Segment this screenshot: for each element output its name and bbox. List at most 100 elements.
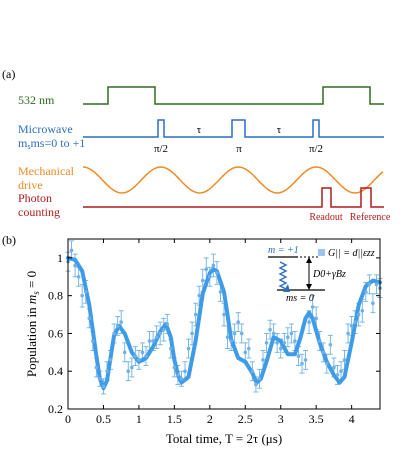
data-point: [179, 376, 184, 381]
data-point: [307, 320, 311, 324]
data-point: [126, 369, 131, 374]
data-point: [151, 339, 155, 343]
data-point: [158, 331, 162, 336]
data-point: [169, 346, 173, 351]
data-point: [154, 335, 159, 340]
data-point: [325, 361, 329, 366]
data-point: [374, 282, 379, 287]
data-point: [133, 354, 138, 358]
data-point: [215, 271, 219, 275]
x-tick-label: 1: [136, 412, 142, 426]
data-point: [257, 376, 262, 381]
data-point: [236, 320, 240, 324]
data-point: [176, 373, 180, 377]
splitting-arrow-head-up: [306, 257, 312, 263]
data-point: [310, 305, 315, 309]
data-point: [360, 308, 365, 313]
data-point: [115, 324, 120, 328]
data-point: [211, 263, 216, 268]
pulse-label-tau-2: τ: [277, 124, 282, 136]
data-point: [101, 384, 106, 389]
data-point: [286, 335, 290, 340]
data-point: [353, 320, 357, 324]
data-point: [225, 335, 230, 340]
plot-frame: [67, 238, 381, 410]
channel-microwave-sublabel: msms=0 to +1: [18, 136, 85, 151]
y-axis-label: Population in ms = 0: [24, 271, 41, 377]
population-plot: 0 0.5 1 1.5 2 2.5 3 3.5 4 0.2 0.4 0.6 0.8 1: [48, 238, 383, 426]
data-point: [172, 365, 177, 370]
data-point: [98, 376, 102, 381]
channel-mechanical-sublabel: drive: [18, 178, 43, 192]
data-point: [356, 312, 361, 317]
data-point: [229, 339, 233, 343]
ms-transition: ms=0 to +1: [30, 136, 85, 150]
reference-label: Reference: [350, 212, 391, 223]
data-point: [275, 341, 279, 345]
energy-level-inset: m = +1 ms = 0 D0+γBz G|| = d||εzz: [268, 245, 375, 304]
data-point: [314, 316, 318, 321]
data-point: [94, 365, 99, 370]
data-point: [367, 282, 372, 287]
y-tick-label: 0.4: [48, 364, 63, 378]
data-point: [197, 293, 201, 298]
data-point: [332, 365, 336, 370]
data-point: [165, 322, 170, 326]
y-axis-m: m: [24, 295, 39, 304]
data-point: [193, 312, 198, 317]
data-point: [87, 316, 92, 321]
data-point: [300, 361, 304, 366]
microwave-squiggle: [278, 261, 288, 290]
data-point: [144, 354, 148, 358]
data-point: [232, 331, 237, 336]
trace-mechanical-drive: [82, 166, 384, 194]
data-point: [69, 248, 74, 253]
data-point: [122, 350, 127, 355]
y-tick-label: 0.8: [48, 289, 63, 303]
data-point: [105, 369, 109, 374]
data-point: [208, 274, 212, 279]
data-point: [317, 339, 322, 343]
data-point: [282, 341, 287, 345]
data-point: [293, 339, 297, 343]
x-tick-label: 2.5: [238, 412, 253, 426]
ms-subscript: s: [27, 142, 30, 151]
data-point: [218, 290, 223, 294]
data-point: [73, 263, 77, 268]
data-points: [66, 248, 382, 389]
trace-microwave: [83, 119, 384, 138]
fit-curve: [66, 255, 382, 391]
data-point: [119, 320, 123, 324]
data-point: [147, 339, 152, 343]
data-point: [289, 331, 294, 336]
data-point: [254, 382, 258, 387]
data-point: [342, 358, 347, 362]
data-point: [346, 331, 350, 336]
lower-state-label: ms = 0: [286, 293, 314, 304]
x-tick-label: 3.5: [309, 412, 324, 426]
data-point: [108, 358, 113, 362]
channel-photon-label: Photon: [18, 191, 52, 205]
coupling-marker: [318, 249, 325, 256]
data-point: [200, 278, 205, 283]
coupling-label: G|| = d||εzz: [328, 248, 375, 259]
data-point: [130, 365, 134, 370]
data-point: [296, 354, 301, 358]
data-point: [186, 346, 191, 351]
data-point: [278, 346, 283, 351]
channel-photon-sublabel: counting: [18, 205, 60, 219]
data-point: [112, 331, 116, 336]
x-tick-label: 1.5: [167, 412, 182, 426]
pulse-label-pi-half-2: π/2: [309, 143, 323, 155]
pulse-label-pi: π: [236, 143, 242, 155]
channel-mechanical-label: Mechanical: [18, 164, 75, 178]
panel-b-label: (b): [2, 233, 16, 247]
data-point: [222, 312, 226, 317]
data-point: [83, 290, 88, 294]
data-point: [76, 274, 81, 279]
x-tick-label: 2: [207, 412, 213, 426]
x-axis-label: Total time, T = 2τ (μs): [166, 431, 282, 446]
data-point: [261, 358, 265, 362]
x-tick-label: 0: [65, 412, 71, 426]
